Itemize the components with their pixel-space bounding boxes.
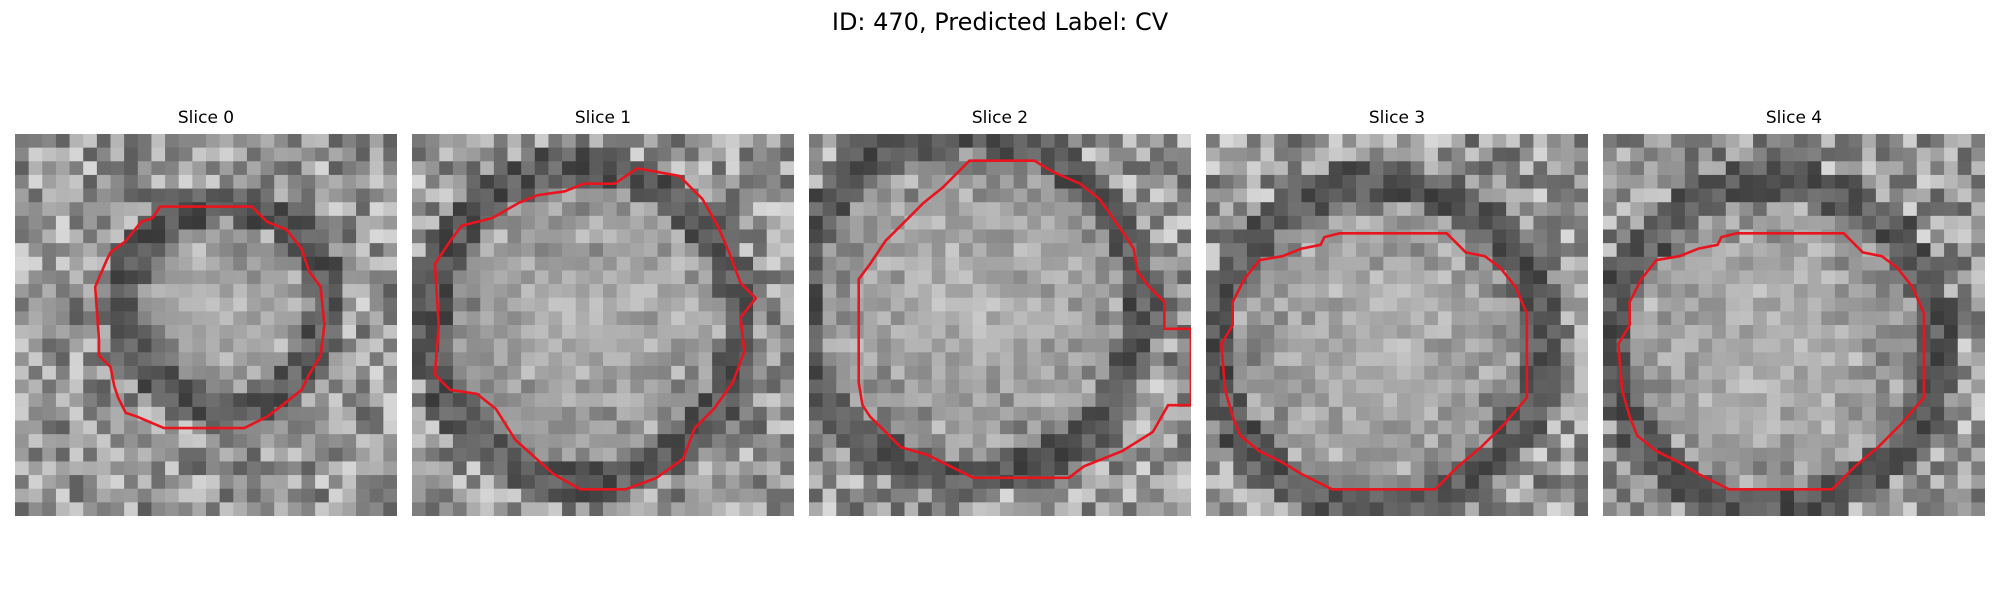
pixel-grid	[1603, 134, 1985, 516]
slice-title: Slice 1	[574, 108, 632, 128]
segmentation-contour	[433, 167, 758, 491]
segmentation-contour	[1219, 232, 1529, 491]
slice-title: Slice 4	[1765, 108, 1823, 128]
segmentation-contour	[857, 159, 1191, 480]
pixel-grid	[809, 134, 1191, 516]
pixel-grid	[412, 134, 794, 516]
slice-title: Slice 3	[1368, 108, 1426, 128]
segmentation-contour	[1616, 232, 1926, 491]
pixel-grid	[15, 134, 397, 516]
slice-image	[412, 134, 794, 516]
slice-image	[15, 134, 397, 516]
pixel-grid	[1206, 134, 1588, 516]
slice-image	[1603, 134, 1985, 516]
figure-title: ID: 470, Predicted Label: CV	[831, 8, 1169, 36]
slice-title: Slice 2	[971, 108, 1029, 128]
segmentation-contour	[93, 205, 326, 430]
slice-image	[1206, 134, 1588, 516]
slice-image	[809, 134, 1191, 516]
slice-title: Slice 0	[177, 108, 235, 128]
